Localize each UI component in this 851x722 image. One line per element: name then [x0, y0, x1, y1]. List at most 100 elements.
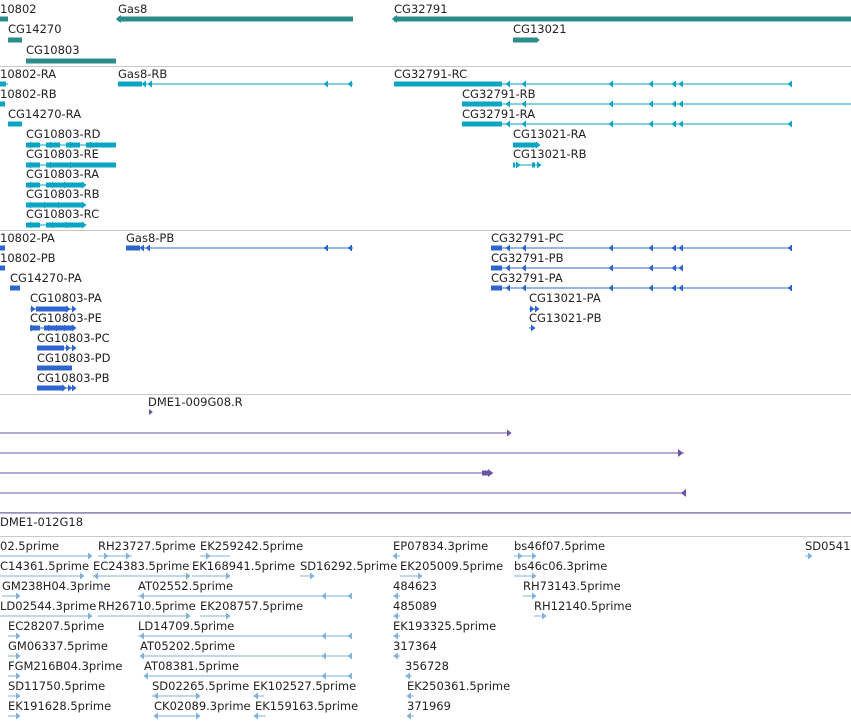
ests-label-ld14709-5prime[interactable]: LD14709.5prime — [138, 619, 235, 633]
clones-label-dme1-012g18[interactable]: DME1-012G18 — [0, 515, 84, 529]
protein-coding-block — [491, 265, 502, 271]
ests-label-371969[interactable]: 371969 — [407, 699, 451, 713]
ests-label-ek191628-5prime[interactable]: EK191628.5prime — [8, 699, 112, 713]
ests-label-02-5prime[interactable]: 02.5prime — [0, 539, 60, 553]
proteins-label-10802-pb[interactable]: 10802-PB — [0, 251, 56, 265]
ests-label-sd0541[interactable]: SD0541 — [805, 539, 851, 553]
proteins-label-cg13021-pb[interactable]: CG13021-PB — [529, 311, 602, 325]
ests-label-ek208757-5prime[interactable]: EK208757.5prime — [200, 599, 304, 613]
transcript-strand-arrow — [30, 181, 35, 189]
ests-label-ek259242-5prime[interactable]: EK259242.5prime — [200, 539, 304, 553]
ests-label-at02552-5prime[interactable]: AT02552.5prime — [138, 579, 234, 593]
ests-label-317364[interactable]: 317364 — [393, 639, 437, 653]
ests-label-484623[interactable]: 484623 — [393, 579, 437, 593]
ests-label-356728[interactable]: 356728 — [405, 659, 449, 673]
proteins-label-cg10803-pa[interactable]: CG10803-PA — [30, 291, 102, 305]
transcripts-label-10802-ra[interactable]: 10802-RA — [0, 67, 57, 81]
est-arrow — [104, 552, 109, 560]
transcript-exon — [118, 81, 142, 87]
protein-strand-arrow — [535, 305, 540, 313]
genes-label-10802[interactable]: 10802 — [0, 2, 37, 16]
ests-label-c14361-5prime[interactable]: C14361.5prime — [0, 559, 90, 573]
est-arrow — [16, 692, 21, 700]
ests-label-485089[interactable]: 485089 — [393, 599, 437, 613]
proteins-label-gas8-pb[interactable]: Gas8-PB — [126, 231, 175, 245]
transcript-strand-arrow — [50, 141, 55, 149]
proteins-label-cg10803-pe[interactable]: CG10803-PE — [30, 311, 102, 325]
ests-label-at08381-5prime[interactable]: AT08381.5prime — [144, 659, 240, 673]
genes-label-cg13021[interactable]: CG13021 — [513, 22, 567, 36]
transcripts-label-cg10803-rd[interactable]: CG10803-RD — [26, 127, 101, 141]
ests-label-rh12140-5prime[interactable]: RH12140.5prime — [534, 599, 632, 613]
est-arrow — [196, 692, 201, 700]
protein-strand-arrow — [505, 284, 510, 292]
transcripts-label-10802-rb[interactable]: 10802-RB — [0, 87, 57, 101]
est-arrow — [88, 612, 93, 620]
ests-label-ek102527-5prime[interactable]: EK102527.5prime — [253, 679, 357, 693]
transcripts-label-cg32791-rc[interactable]: CG32791-RC — [394, 67, 468, 81]
ests-label-ek168941-5prime[interactable]: EK168941.5prime — [192, 559, 296, 573]
proteins-label-cg13021-pa[interactable]: CG13021-PA — [529, 291, 601, 305]
est-arrow — [226, 612, 231, 620]
ests-label-rh26710-5prime[interactable]: RH26710.5prime — [98, 599, 196, 613]
transcript-strand-arrow — [536, 141, 541, 149]
ests-label-sd11750-5prime[interactable]: SD11750.5prime — [8, 679, 106, 693]
transcript-strand-arrow — [521, 100, 526, 108]
proteins-label-cg14270-pa[interactable]: CG14270-PA — [10, 271, 82, 285]
transcripts-label-cg14270-ra[interactable]: CG14270-RA — [8, 107, 82, 121]
ests-label-gm06337-5prime[interactable]: GM06337.5prime — [8, 639, 108, 653]
ests-label-ec24383-5prime[interactable]: EC24383.5prime — [93, 559, 190, 573]
transcripts-label-cg10803-ra[interactable]: CG10803-RA — [26, 167, 100, 181]
est-arrow — [405, 672, 410, 680]
ests-label-ld02544-3prime[interactable]: LD02544.3prime — [0, 599, 97, 613]
transcript-strand-arrow — [521, 80, 526, 88]
transcripts-label-gas8-rb[interactable]: Gas8-RB — [118, 67, 168, 81]
transcript-exon — [0, 101, 5, 107]
transcript-strand-arrow — [82, 181, 87, 189]
transcript-strand-arrow — [648, 80, 653, 88]
transcripts-label-cg10803-rc[interactable]: CG10803-RC — [26, 207, 100, 221]
transcripts-label-cg13021-ra[interactable]: CG13021-RA — [513, 127, 587, 141]
protein-strand-arrow — [56, 324, 61, 332]
ests-label-ek193325-5prime[interactable]: EK193325.5prime — [393, 619, 497, 633]
ests-label-ek205009-5prime[interactable]: EK205009.5prime — [400, 559, 504, 573]
protein-strand-arrow — [66, 344, 71, 352]
protein-strand-arrow — [678, 264, 683, 272]
ests-label-rh73143-5prime[interactable]: RH73143.5prime — [523, 579, 621, 593]
transcripts-label-cg32791-ra[interactable]: CG32791-RA — [462, 107, 536, 121]
ests-label-at05202-5prime[interactable]: AT05202.5prime — [140, 639, 236, 653]
proteins-label-cg10803-pb[interactable]: CG10803-PB — [37, 371, 110, 385]
ests-label-bs46f07-5prime[interactable]: bs46f07.5prime — [514, 539, 606, 553]
ests-label-ec28207-5prime[interactable]: EC28207.5prime — [8, 619, 105, 633]
clone-end-arrow — [507, 429, 512, 437]
ests-label-rh23727-5prime[interactable]: RH23727.5prime — [98, 539, 196, 553]
ests-label-sd16292-5prime[interactable]: SD16292.5prime — [300, 559, 398, 573]
ests-label-fgm216b04-3prime[interactable]: FGM216B04.3prime — [8, 659, 123, 673]
ests-label-gm238h04-3prime[interactable]: GM238H04.3prime — [2, 579, 111, 593]
ests-label-ek159163-5prime[interactable]: EK159163.5prime — [255, 699, 359, 713]
genes-label-cg14270[interactable]: CG14270 — [8, 22, 62, 36]
proteins-label-10802-pa[interactable]: 10802-PA — [0, 231, 55, 245]
ests-label-ek250361-5prime[interactable]: EK250361.5prime — [407, 679, 511, 693]
transcript-strand-arrow — [671, 120, 676, 128]
clones-label-dme1-009g08-r[interactable]: DME1-009G08.R — [148, 395, 243, 409]
est-arrow — [542, 612, 547, 620]
proteins-label-cg10803-pc[interactable]: CG10803-PC — [37, 331, 110, 345]
transcript-exon — [394, 81, 502, 87]
ests-label-bs46c06-3prime[interactable]: bs46c06.3prime — [514, 559, 608, 573]
transcripts-label-cg10803-rb[interactable]: CG10803-RB — [26, 187, 100, 201]
proteins-label-cg32791-pc[interactable]: CG32791-PC — [491, 231, 564, 245]
genes-label-cg10803[interactable]: CG10803 — [26, 43, 80, 57]
transcripts-label-cg10803-re[interactable]: CG10803-RE — [26, 147, 99, 161]
transcripts-label-cg13021-rb[interactable]: CG13021-RB — [513, 147, 587, 161]
transcripts-label-cg32791-rb[interactable]: CG32791-RB — [462, 87, 536, 101]
proteins-label-cg32791-pa[interactable]: CG32791-PA — [491, 271, 563, 285]
ests-label-sd02265-5prime[interactable]: SD02265.5prime — [152, 679, 250, 693]
transcript-strand-arrow — [30, 201, 35, 209]
ests-label-ck02089-3prime[interactable]: CK02089.3prime — [154, 699, 251, 713]
proteins-label-cg32791-pb[interactable]: CG32791-PB — [491, 251, 564, 265]
genes-label-gas8[interactable]: Gas8 — [118, 2, 148, 16]
proteins-label-cg10803-pd[interactable]: CG10803-PD — [37, 351, 111, 365]
genes-label-cg32791[interactable]: CG32791 — [394, 2, 448, 16]
ests-label-ep07834-3prime[interactable]: EP07834.3prime — [393, 539, 489, 553]
